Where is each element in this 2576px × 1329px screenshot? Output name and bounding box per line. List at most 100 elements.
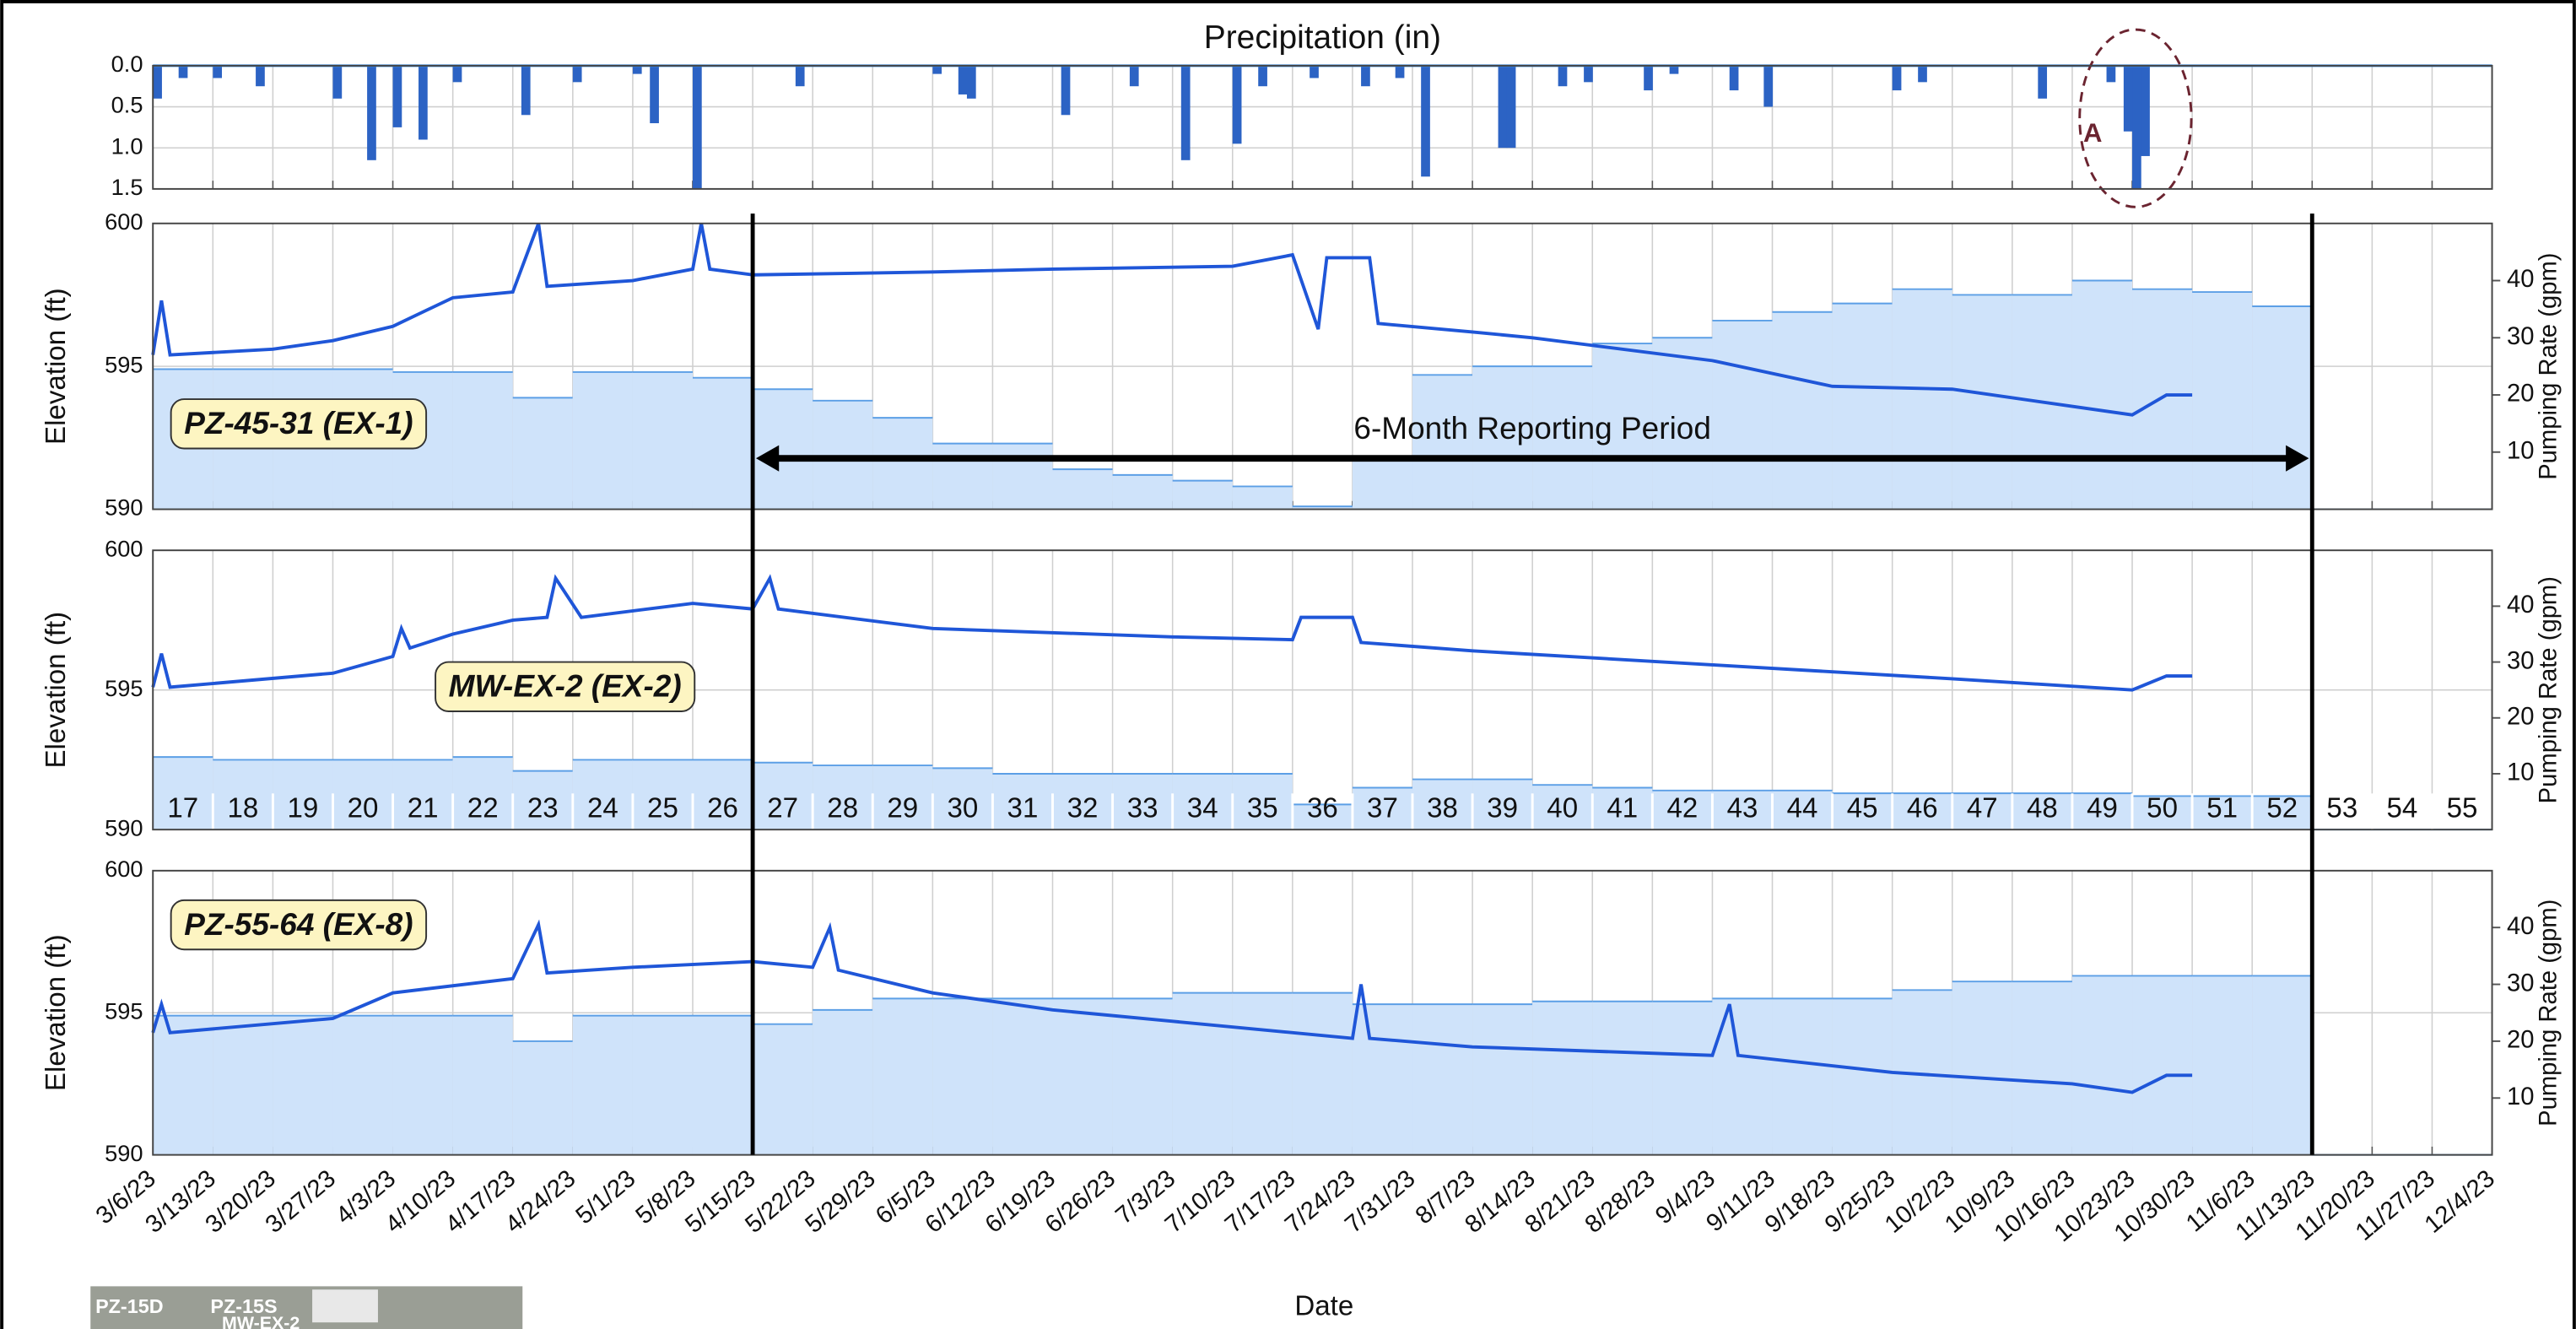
precip-bar	[1584, 66, 1593, 82]
pumping-step	[1353, 461, 1412, 510]
pumping-step	[753, 389, 813, 509]
pumping-step	[1833, 998, 1893, 1154]
week-number: 52	[2266, 793, 2298, 824]
pumping-step	[1952, 294, 2012, 509]
pumping-step	[453, 1016, 513, 1155]
week-number: 49	[2087, 793, 2118, 824]
week-number: 34	[1187, 793, 1218, 824]
y2-axis-label: Pumping Rate (gpm)	[2535, 252, 2562, 479]
week-number: 48	[2027, 793, 2058, 824]
precip-bar	[453, 66, 462, 82]
pumping-step	[813, 401, 872, 510]
y2-tick-label: 20	[2507, 703, 2534, 730]
week-number: 39	[1487, 793, 1518, 824]
week-number: 27	[767, 793, 798, 824]
pumping-step	[1293, 993, 1353, 1155]
y-tick-label: 595	[105, 997, 143, 1024]
y2-tick-label: 20	[2507, 1027, 2534, 1054]
week-number: 29	[887, 793, 918, 824]
pumping-step	[1472, 1004, 1532, 1155]
week-number: 43	[1727, 793, 1758, 824]
pumping-step	[1652, 1002, 1712, 1155]
week-number: 28	[827, 793, 858, 824]
pumping-step	[1412, 1004, 1472, 1155]
week-number: 50	[2147, 793, 2178, 824]
week-number: 36	[1307, 793, 1338, 824]
y2-tick-label: 30	[2507, 647, 2534, 674]
pumping-step	[2192, 292, 2252, 509]
pumping-step	[633, 1016, 693, 1155]
pumping-step	[213, 1016, 273, 1155]
well-label: PZ-55-64 (EX-8)	[184, 907, 413, 942]
week-number: 21	[408, 793, 439, 824]
week-number: 19	[288, 793, 319, 824]
week-number: 37	[1367, 793, 1398, 824]
y-tick-label: 0.5	[111, 92, 143, 118]
y2-tick-label: 40	[2507, 913, 2534, 940]
chart-title: Precipitation (in)	[1204, 19, 1441, 56]
y-tick-label: 600	[105, 535, 143, 561]
week-number: 42	[1666, 793, 1698, 824]
pumping-step	[693, 378, 753, 510]
pumping-step	[1233, 486, 1293, 509]
week-number: 20	[348, 793, 379, 824]
week-number: 33	[1127, 793, 1158, 824]
pumping-step	[2252, 306, 2312, 510]
precip-bar	[1181, 66, 1191, 160]
inset-label: PZ-15D	[95, 1295, 163, 1317]
x-axis-label: Date	[1294, 1290, 1353, 1321]
week-number: 41	[1607, 793, 1638, 824]
period-label: 6-Month Reporting Period	[1353, 411, 1711, 446]
y-tick-label: 600	[105, 208, 143, 235]
y-tick-label: 600	[105, 856, 143, 882]
pumping-step	[1532, 1002, 1592, 1155]
y-tick-label: 1.0	[111, 132, 143, 159]
week-number: 26	[707, 793, 738, 824]
pumping-step	[2012, 981, 2072, 1154]
pumping-step	[753, 1024, 813, 1155]
precip-bar	[1507, 66, 1516, 148]
week-number: 17	[167, 793, 198, 824]
pumping-step	[932, 998, 992, 1154]
x-tick-label: 5/1/23	[571, 1165, 641, 1230]
precip-bar	[796, 66, 805, 86]
pumping-step	[1773, 312, 1833, 510]
week-number: 45	[1847, 793, 1878, 824]
pumping-step	[1952, 981, 2012, 1154]
precip-bar	[1361, 66, 1370, 86]
pumping-step	[813, 1010, 872, 1155]
precip-bar	[1310, 66, 1319, 78]
week-number: 24	[587, 793, 618, 824]
week-number: 23	[527, 793, 559, 824]
precip-bar	[2132, 66, 2141, 189]
precip-bar	[1644, 66, 1653, 90]
precip-bar	[1396, 66, 1405, 78]
y-tick-label: 590	[105, 1140, 143, 1166]
precip-bar	[573, 66, 582, 82]
precip-bar	[1893, 66, 1902, 90]
precip-bar	[1130, 66, 1139, 86]
y-tick-label: 595	[105, 675, 143, 701]
y2-axis-label: Pumping Rate (gpm)	[2535, 900, 2562, 1126]
pumping-step	[932, 444, 992, 510]
pumping-step	[513, 397, 573, 509]
precip-bar	[179, 66, 188, 78]
precip-bar	[650, 66, 659, 123]
pumping-step	[273, 1016, 332, 1155]
well-label: PZ-45-31 (EX-1)	[184, 406, 413, 440]
precip-bar	[153, 66, 162, 99]
y2-tick-label: 30	[2507, 970, 2534, 997]
y2-tick-label: 40	[2507, 592, 2534, 619]
precip-bar	[1918, 66, 1927, 82]
week-number: 51	[2206, 793, 2238, 824]
pumping-step	[513, 1041, 573, 1155]
precip-bar	[693, 66, 702, 189]
week-number: 55	[2447, 793, 2478, 824]
y-axis-label: Elevation (ft)	[41, 288, 72, 445]
week-number: 46	[1907, 793, 1938, 824]
y2-tick-label: 10	[2507, 437, 2534, 464]
pumping-step	[1592, 1002, 1652, 1155]
week-number: 18	[227, 793, 258, 824]
pumping-step	[1712, 321, 1772, 510]
page: {"x_axis": {"label": "Date", "lim": ["3/…	[0, 0, 2576, 1329]
